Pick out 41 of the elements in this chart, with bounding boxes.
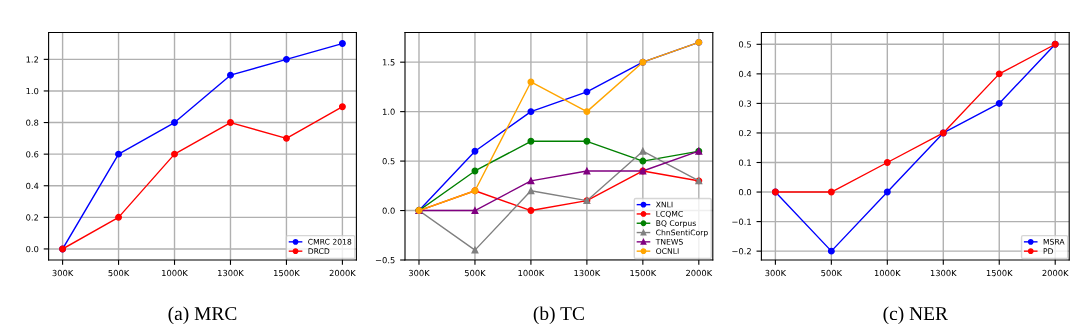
y-tick-label: 0.0 (26, 245, 39, 253)
y-tick-label: 1.2 (26, 56, 39, 63)
x-tick-label: 2000K (329, 269, 356, 277)
x-tick-label: 500K (464, 269, 486, 277)
text: (a) MRC (168, 306, 237, 325)
y-tick-label: 0.0 (738, 189, 752, 196)
y-tick-label: 0.3 (738, 100, 752, 107)
text: (c) NER (883, 306, 948, 325)
x-tick-label: 1300K (930, 269, 957, 277)
x-tick-label: 1000K (874, 269, 901, 277)
x-tick-label: 1500K (630, 269, 657, 277)
y-tick-label: 0.5 (738, 41, 751, 48)
x-tick-label: 1500K (986, 269, 1013, 277)
y-tick-label: 0.0 (382, 207, 395, 214)
text: (b) TC (533, 306, 584, 325)
x-tick-label: 300K (408, 269, 430, 277)
x-tick-label: 500K (821, 269, 843, 277)
y-tick-label: 0.2 (738, 129, 751, 137)
y-tick-label: −0.5 (375, 256, 395, 264)
y-tick-label: 1.0 (26, 87, 39, 95)
x-tick-label: 1000K (518, 269, 545, 277)
y-tick-label: 0.4 (738, 70, 752, 78)
y-tick-label: 0.8 (26, 119, 39, 126)
y-tick-label: 0.4 (26, 182, 39, 190)
y-tick-label: 0.5 (382, 158, 395, 165)
x-tick-label: 300K (52, 269, 74, 277)
x-tick-label: 1000K (162, 269, 189, 277)
y-tick-label: −0.1 (732, 218, 751, 225)
y-tick-label: 0.1 (738, 159, 751, 166)
x-tick-label: 1500K (274, 269, 300, 277)
x-tick-label: 1300K (218, 269, 244, 277)
x-tick-label: 1300K (574, 269, 601, 277)
y-tick-label: 1.5 (382, 59, 395, 66)
x-tick-label: 2000K (1042, 269, 1069, 277)
y-tick-label: −0.2 (732, 248, 751, 255)
x-tick-label: 500K (108, 269, 130, 277)
x-tick-label: 300K (765, 269, 787, 277)
y-tick-label: 0.6 (26, 151, 39, 158)
x-tick-label: 2000K (686, 269, 713, 277)
y-tick-label: 1.0 (382, 108, 395, 115)
y-tick-label: 0.2 (26, 214, 39, 221)
